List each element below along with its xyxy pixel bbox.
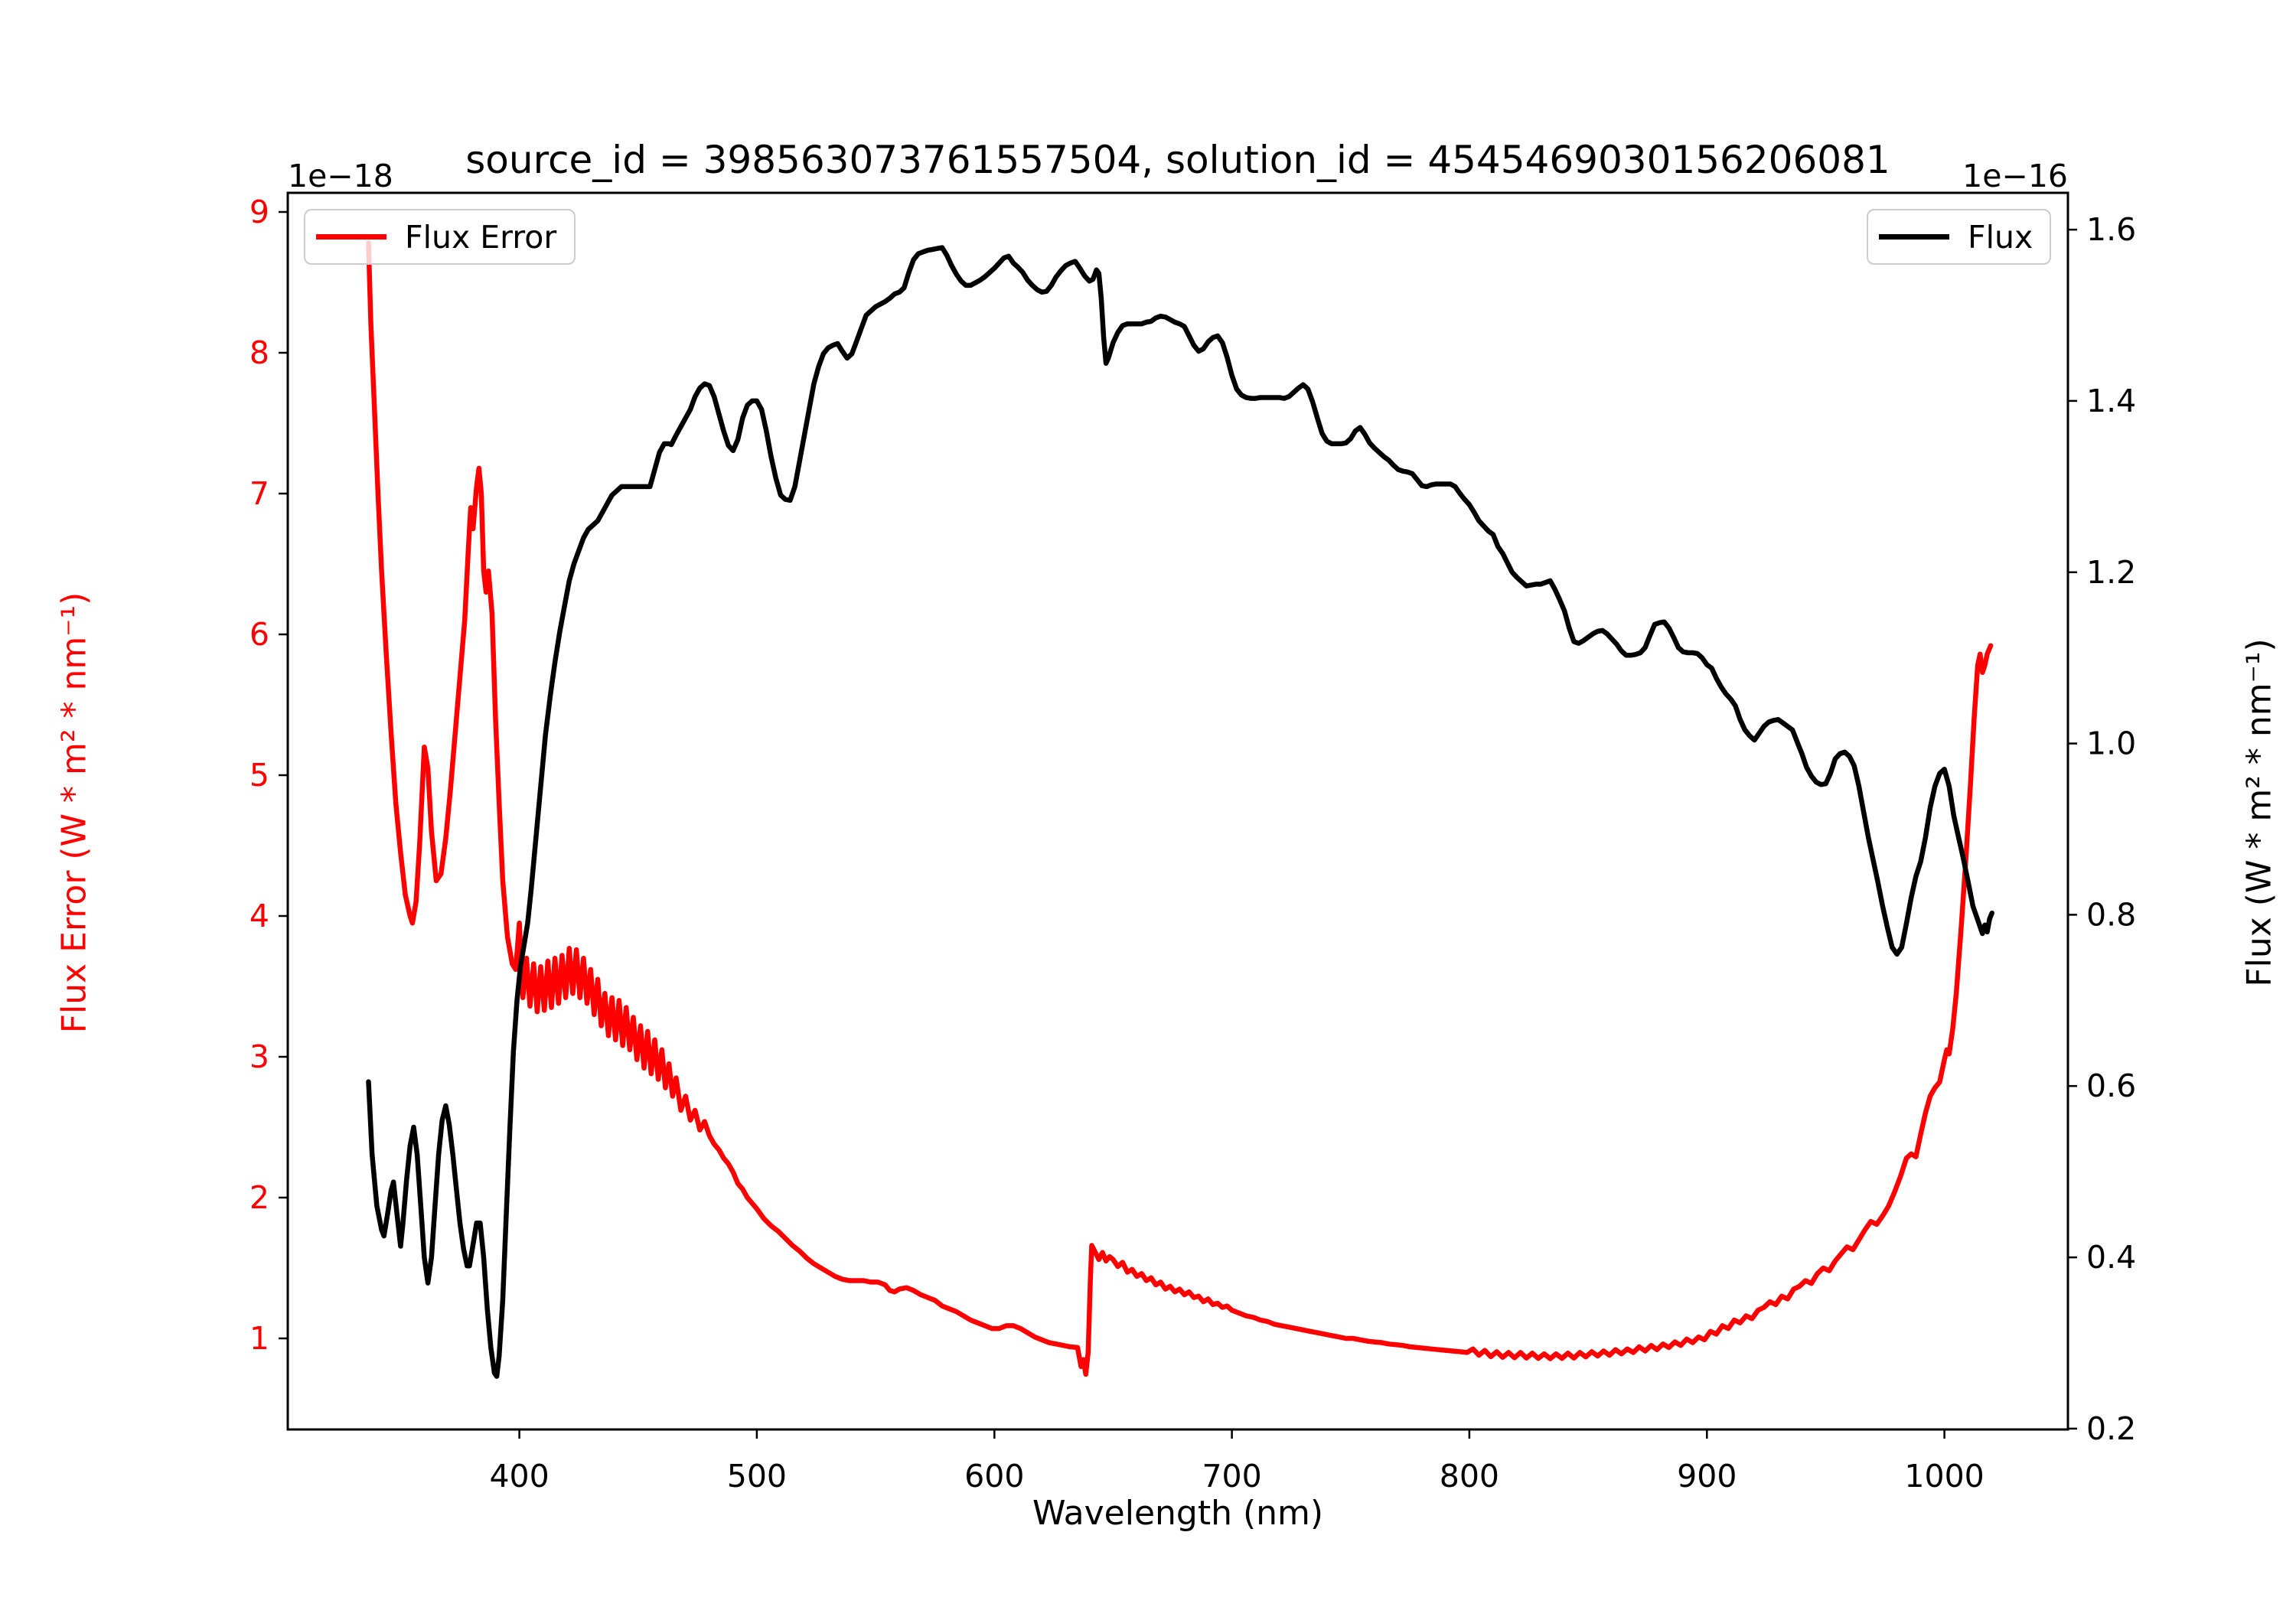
legend-flux: Flux	[1867, 209, 2051, 265]
flux-error-legend-line-icon	[316, 234, 386, 240]
y-right-tick-label: 1.4	[2086, 383, 2136, 419]
y-right-tick-label: 1.6	[2086, 211, 2136, 248]
y-left-offset-text: 1e−18	[288, 158, 393, 194]
x-axis-label: Wavelength (nm)	[1032, 1494, 1324, 1533]
y-axis-label-left: Flux Error (W * m² * nm⁻¹)	[54, 592, 94, 1034]
y-left-tick-label: 8	[249, 334, 269, 371]
y-right-offset-text: 1e−16	[1962, 158, 2068, 194]
y-right-tick-label: 0.6	[2086, 1068, 2136, 1104]
y-left-tick-label: 2	[249, 1179, 269, 1216]
y-left-tick-label: 9	[249, 194, 269, 230]
x-axis-tick-label: 1000	[1904, 1458, 1984, 1495]
y-left-tick-label: 1	[249, 1320, 269, 1357]
plot-frame	[286, 191, 2069, 1431]
x-axis-tick-label: 900	[1677, 1458, 1737, 1495]
x-axis-tick-label: 800	[1440, 1458, 1499, 1495]
y-left-tick-label: 3	[249, 1038, 269, 1075]
page-title: source_id = 398563073761557504, solution…	[465, 138, 1890, 182]
y-left-tick-label: 6	[249, 616, 269, 653]
y-right-tick-label: 0.4	[2086, 1239, 2136, 1276]
y-left-tick-label: 5	[249, 757, 269, 794]
y-left-tick-label: 7	[249, 475, 269, 512]
flux-line	[366, 245, 1994, 1379]
y-right-tick-label: 1.0	[2086, 725, 2136, 762]
x-axis-tick-label: 600	[964, 1458, 1024, 1495]
legend-flux-error-label: Flux Error	[405, 218, 557, 256]
y-axis-label-right: Flux (W * m² * nm⁻¹)	[2239, 638, 2279, 987]
flux-legend-line-icon	[1879, 234, 1949, 240]
y-right-tick-label: 1.2	[2086, 554, 2136, 591]
x-axis-tick-label: 400	[489, 1458, 549, 1495]
y-right-tick-label: 0.8	[2086, 896, 2136, 933]
x-axis-tick-label: 700	[1202, 1458, 1261, 1495]
flux-error-line	[366, 240, 1994, 1377]
x-axis-tick-label: 500	[727, 1458, 787, 1495]
legend-flux-error: Flux Error	[304, 209, 576, 265]
y-left-tick-label: 4	[249, 898, 269, 934]
y-right-tick-label: 0.2	[2086, 1410, 2136, 1447]
legend-flux-label: Flux	[1968, 218, 2033, 256]
